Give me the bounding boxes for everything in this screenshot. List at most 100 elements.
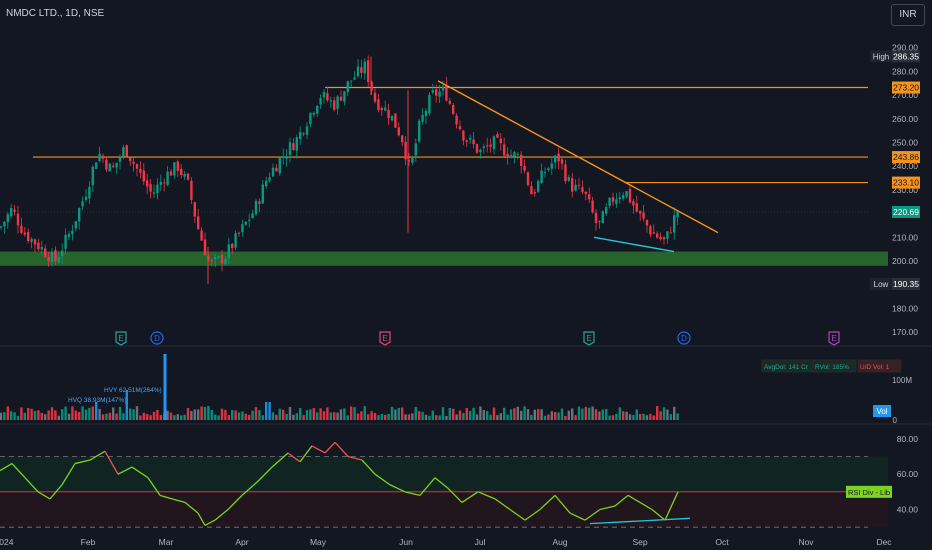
- candle-body: [197, 216, 200, 230]
- candle-body: [108, 163, 111, 172]
- volume-bar: [84, 409, 88, 420]
- volume-bar: [520, 410, 523, 420]
- volume-bar: [224, 409, 227, 420]
- candle-body: [411, 156, 414, 163]
- volume-bar: [105, 413, 108, 420]
- rsi-line-segment: [477, 491, 496, 500]
- volume-bar: [125, 390, 128, 420]
- low-value-tag: [892, 277, 920, 290]
- candle-body: [112, 165, 115, 168]
- candle-body: [190, 180, 193, 200]
- volume-bar: [611, 415, 615, 420]
- candle-body: [649, 226, 652, 235]
- candle-body: [268, 177, 271, 181]
- volume-bar: [81, 406, 84, 420]
- volume-bar: [594, 409, 598, 420]
- candle-body: [526, 172, 530, 185]
- volume-bar: [615, 413, 618, 420]
- y-tick-label: 240.00: [892, 161, 918, 171]
- volume-bar: [271, 412, 275, 420]
- volume-bar: [418, 411, 421, 420]
- candle-body: [472, 139, 475, 145]
- rsi-line-segment: [599, 505, 616, 511]
- rsi-line-segment: [389, 484, 406, 493]
- trendlines-layer: [437, 80, 719, 253]
- volume-bar: [108, 412, 111, 420]
- x-tick-label: Feb: [81, 537, 96, 547]
- volume-bar: [275, 414, 278, 420]
- volume-bar: [397, 407, 400, 420]
- candle-body: [285, 156, 288, 159]
- volume-bar: [346, 415, 349, 420]
- volume-bar: [241, 411, 244, 420]
- volume-bar: [550, 411, 553, 420]
- event-label: E: [586, 334, 591, 343]
- volume-axis-label: 100M: [892, 376, 912, 385]
- candle-body: [118, 157, 122, 162]
- volume-bar: [336, 412, 339, 420]
- y-tick-label: 210.00: [892, 232, 918, 242]
- volume-bar: [363, 406, 366, 420]
- volume-bar: [27, 407, 30, 420]
- rsi-line-segment: [204, 519, 216, 526]
- rsi-line-segment: [374, 473, 391, 486]
- candle-body: [574, 184, 577, 191]
- rsi-line-segment: [104, 450, 119, 475]
- y-tick-label: 270.00: [892, 90, 918, 100]
- rsi-line-segment: [241, 480, 259, 496]
- candle-body: [523, 165, 526, 171]
- candle-body: [560, 159, 564, 164]
- volume-bar: [421, 411, 424, 420]
- volume-bar: [251, 410, 254, 420]
- volume-bar: [642, 413, 645, 420]
- candle-body: [61, 250, 64, 256]
- candle-body: [343, 91, 346, 102]
- event-label: D: [681, 334, 687, 343]
- volume-bar: [666, 409, 669, 420]
- volume-bar: [458, 410, 462, 420]
- candle-body: [142, 170, 145, 182]
- event-label: E: [118, 334, 123, 343]
- candle-body: [550, 163, 553, 169]
- rsi-line-segment: [11, 463, 26, 479]
- currency-button[interactable]: INR: [891, 4, 925, 26]
- x-tick-label: Nov: [798, 537, 814, 547]
- candle-body: [557, 153, 560, 162]
- candle-body: [673, 215, 676, 233]
- candle-body: [452, 104, 455, 114]
- candle-body: [540, 170, 543, 184]
- candle-body: [95, 162, 98, 169]
- volume-bar: [169, 412, 173, 420]
- candle-body: [625, 191, 628, 197]
- volume-bar: [16, 415, 20, 420]
- volume-bar: [258, 410, 261, 420]
- volume-spike-bar: [163, 354, 167, 420]
- candle-body: [44, 248, 47, 257]
- volume-bar: [268, 402, 271, 420]
- volume-bar: [139, 415, 142, 420]
- candle-body: [244, 221, 247, 225]
- x-tick-label: Mar: [159, 537, 174, 547]
- candle-body: [47, 257, 50, 262]
- candle-body: [271, 167, 275, 177]
- volume-bar: [74, 410, 77, 420]
- candle-body: [50, 251, 54, 263]
- candle-body: [169, 171, 173, 176]
- volume-bar: [265, 402, 268, 420]
- candle-body: [333, 100, 336, 110]
- candle-body: [316, 105, 319, 114]
- volume-bar: [186, 407, 190, 420]
- rsi-line-segment: [299, 445, 313, 463]
- volume-bar: [380, 413, 383, 420]
- rsi-line-segment: [524, 508, 541, 521]
- volume-bar: [523, 406, 526, 420]
- rsi-line-segment: [311, 445, 326, 454]
- candle-body: [435, 89, 438, 96]
- event-label: E: [831, 334, 836, 343]
- candle-body: [33, 239, 37, 245]
- volume-bar: [390, 406, 394, 420]
- candle-body: [367, 60, 370, 82]
- candle-body: [547, 168, 550, 171]
- volume-bar: [475, 414, 479, 420]
